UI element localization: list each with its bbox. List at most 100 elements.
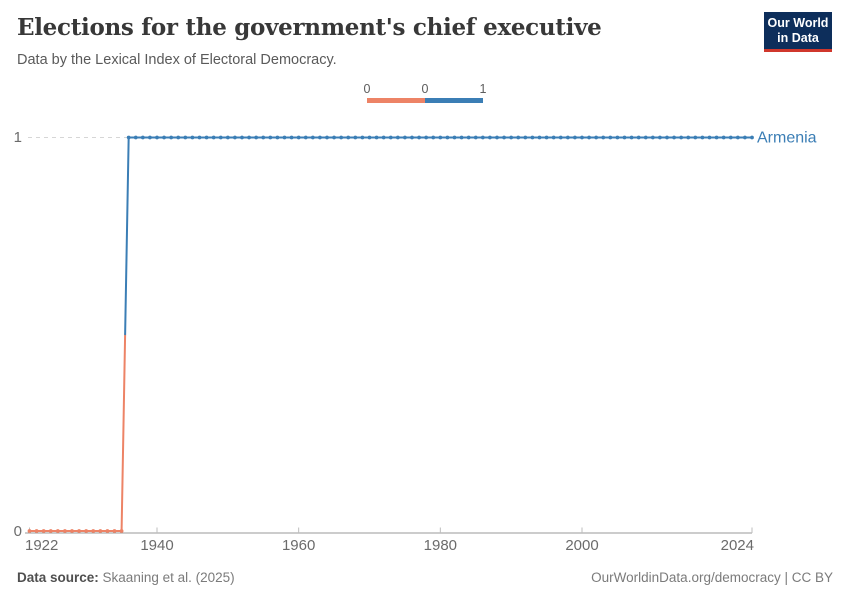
data-point-marker — [537, 135, 542, 140]
data-point-marker — [388, 135, 393, 140]
x-tick-label: 1980 — [424, 537, 457, 554]
data-point-marker — [714, 135, 719, 140]
data-point-marker — [254, 135, 259, 140]
data-point-marker — [466, 135, 471, 140]
data-point-marker — [374, 135, 379, 140]
data-point-marker — [523, 135, 528, 140]
page-title: Elections for the government's chief exe… — [17, 14, 602, 41]
data-point-marker — [268, 135, 273, 140]
armenia-line-series[interactable] — [27, 135, 754, 533]
data-point-marker — [665, 135, 669, 140]
data-point-marker — [629, 135, 634, 140]
data-point-marker — [105, 529, 110, 533]
data-point-marker — [693, 135, 698, 140]
data-point-marker — [140, 135, 145, 140]
x-tick-label: 1940 — [140, 537, 173, 554]
data-point-marker — [155, 135, 159, 140]
data-point-marker — [530, 135, 535, 140]
x-tick-label: 1922 — [25, 537, 58, 554]
data-point-marker — [346, 135, 351, 140]
chart-subtitle: Data by the Lexical Index of Electoral D… — [17, 52, 337, 68]
data-point-marker — [587, 135, 591, 140]
data-point-marker — [721, 135, 726, 140]
data-point-marker — [289, 135, 294, 140]
line-segment[interactable] — [28, 333, 127, 532]
data-source-label: Data source: — [17, 570, 99, 585]
data-point-marker — [650, 135, 655, 140]
data-point-marker — [403, 135, 407, 140]
logo-line-2: in Data — [777, 31, 819, 45]
data-point-marker — [91, 529, 96, 533]
data-point-marker — [551, 135, 556, 140]
data-point-marker — [601, 135, 606, 140]
legend-bin-1[interactable] — [425, 98, 483, 103]
data-source-note: Data source: Skaaning et al. (2025) — [17, 570, 235, 585]
data-point-marker — [339, 135, 344, 140]
data-point-marker — [672, 135, 676, 140]
data-point-marker — [303, 135, 308, 140]
data-point-marker — [622, 135, 627, 140]
data-point-marker — [424, 135, 429, 140]
line-segment[interactable] — [124, 136, 753, 336]
data-point-marker — [162, 135, 166, 140]
legend-bin-0[interactable] — [367, 98, 425, 103]
data-point-marker — [445, 135, 450, 140]
data-point-marker — [282, 135, 287, 140]
data-point-marker — [544, 135, 549, 140]
data-point-marker — [247, 135, 251, 140]
data-point-marker — [558, 135, 563, 140]
data-point-marker — [119, 529, 124, 533]
legend-tick-label: 0 — [363, 82, 371, 96]
data-point-marker — [438, 135, 443, 140]
data-source-value: Skaaning et al. (2025) — [102, 570, 235, 585]
data-point-marker — [240, 135, 244, 140]
data-point-marker — [750, 135, 754, 140]
data-point-marker — [133, 135, 138, 140]
data-point-marker — [261, 135, 266, 140]
data-point-marker — [594, 135, 599, 140]
data-point-marker — [27, 529, 32, 533]
data-point-marker — [473, 135, 478, 140]
data-point-marker — [615, 135, 620, 140]
data-point-marker — [183, 135, 188, 140]
data-point-marker — [126, 135, 131, 140]
data-point-marker — [381, 135, 386, 140]
data-point-marker — [502, 135, 506, 140]
legend-tick-label: 0 — [421, 82, 429, 96]
y-axis-tick-label: 0 — [13, 523, 22, 540]
data-point-marker — [417, 135, 421, 140]
data-point-marker — [367, 135, 372, 140]
data-point-marker — [410, 135, 414, 140]
data-point-marker — [204, 135, 209, 140]
x-tick-label: 2024 — [721, 537, 754, 554]
data-point-marker — [735, 135, 740, 140]
data-point-marker — [480, 135, 485, 140]
logo-line-1: Our World — [767, 16, 829, 30]
data-point-marker — [743, 135, 747, 140]
data-point-marker — [34, 529, 39, 533]
x-tick-label: 1960 — [282, 537, 315, 554]
data-point-marker — [707, 135, 712, 140]
credit-link[interactable]: OurWorldinData.org/democracy | CC BY — [591, 570, 833, 585]
data-point-marker — [225, 135, 230, 140]
data-point-marker — [431, 135, 436, 140]
data-point-marker — [452, 135, 457, 140]
data-point-marker — [459, 135, 464, 140]
data-point-marker — [148, 135, 152, 140]
data-point-marker — [55, 529, 60, 533]
data-point-marker — [318, 135, 322, 140]
data-point-marker — [169, 135, 174, 140]
entity-label-armenia[interactable]: Armenia — [757, 130, 817, 147]
data-point-marker — [495, 135, 499, 140]
data-point-marker — [112, 529, 117, 533]
owid-logo[interactable]: Our World in Data — [764, 12, 832, 52]
data-point-marker — [190, 135, 195, 140]
legend-tick-label: 1 — [479, 82, 487, 96]
data-point-marker — [176, 135, 181, 140]
y-axis-tick-label: 1 — [13, 129, 22, 146]
data-point-marker — [395, 135, 400, 140]
data-point-marker — [233, 135, 237, 140]
data-point-marker — [70, 529, 74, 533]
data-point-marker — [325, 135, 329, 140]
